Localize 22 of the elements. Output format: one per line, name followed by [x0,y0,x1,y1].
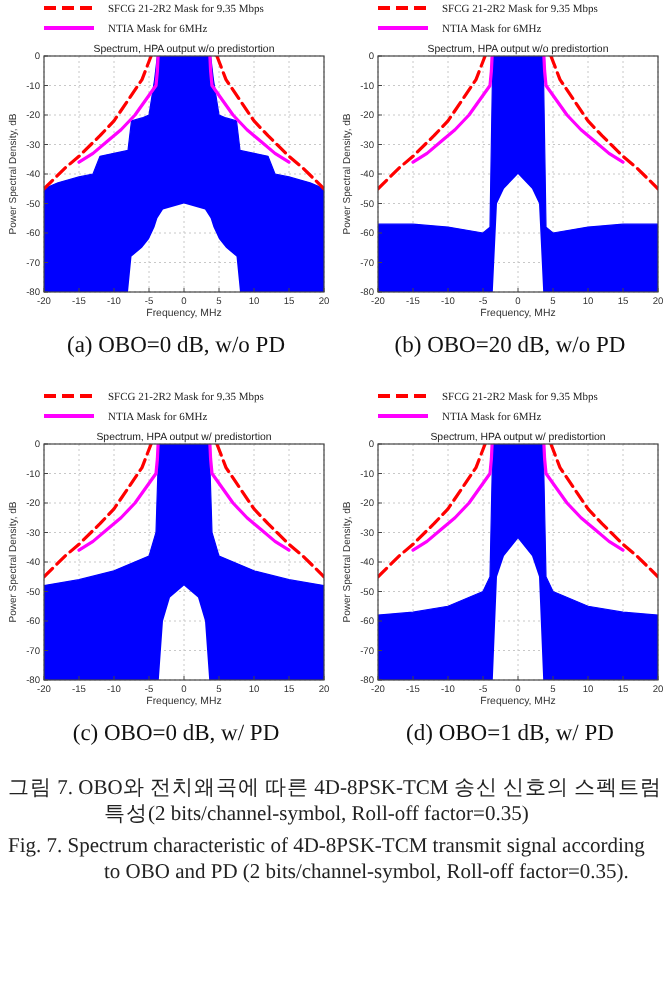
line-series [44,444,153,579]
line-series [378,444,487,579]
line-series [411,56,494,164]
line-series [378,56,487,191]
line-series [215,444,324,579]
caption: Fig. 7. Spectrum characteristic of 4D-8PSK-TCM transmit signal according to OBO and PD (2 bits/channel-symbol, Roll-off factor=0.35). [8,834,647,886]
line-series [542,56,625,164]
line-series [542,444,625,552]
caption: 그림 7. OBO와 전치왜곡에 따른 4D-8PSK-TCM 송신 신호의 스펙트럼 특성(2 bits/channel-symbol, Roll-off factor=0.35) [8,776,665,828]
line-series [411,444,494,552]
text: (d) OBO=1 dB, w/ PD [406,722,614,746]
text: (b) OBO=20 dB, w/o PD [394,334,626,358]
line-series [44,56,153,191]
line-series [208,56,291,164]
line-series [77,56,160,164]
line-series [549,56,658,191]
line-series [215,56,324,191]
text: (a) OBO=0 dB, w/o PD [66,334,286,358]
line-series [208,444,291,552]
line-series [549,444,658,579]
text: (c) OBO=0 dB, w/ PD [72,722,280,746]
line-series [77,444,160,552]
